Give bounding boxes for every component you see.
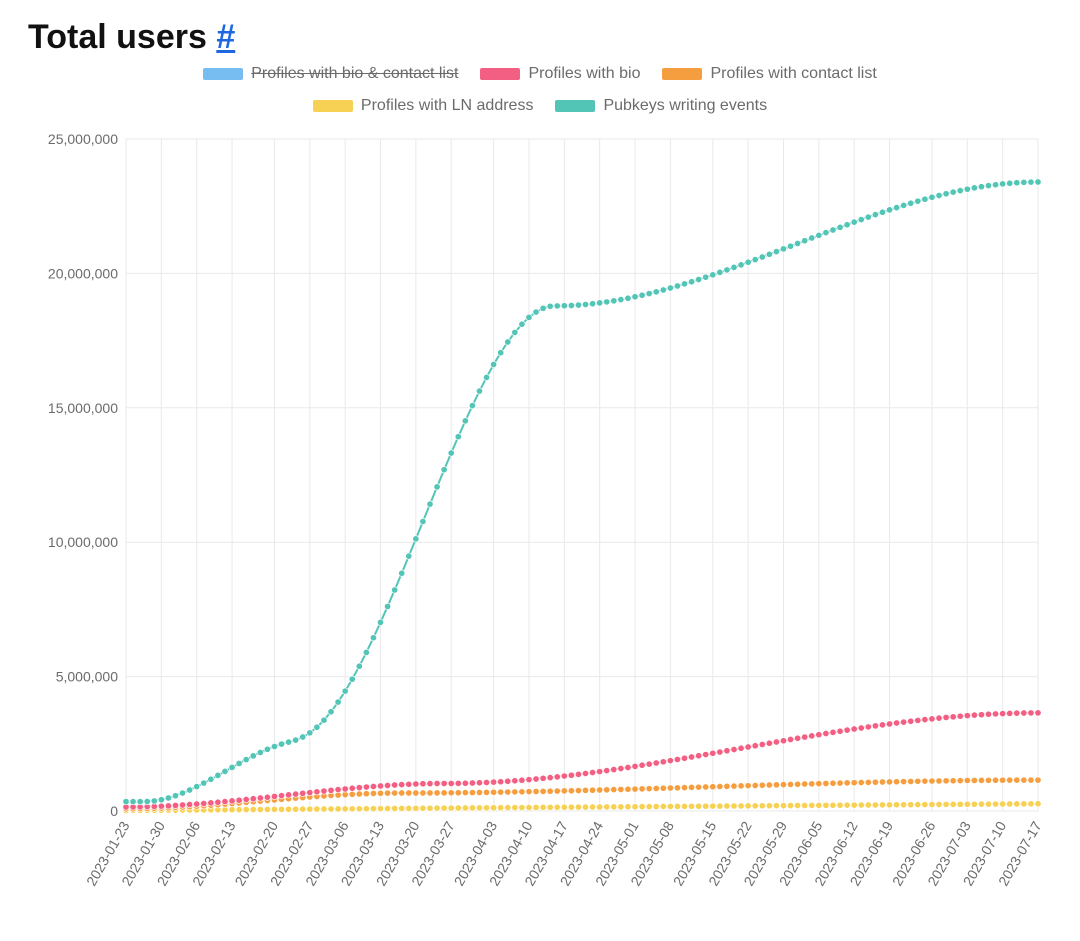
legend-label: Profiles with bio [528, 65, 640, 83]
legend-swatch [313, 100, 353, 112]
page-title: Total users # [28, 18, 1052, 57]
legend-label: Profiles with contact list [710, 65, 876, 83]
legend-swatch [203, 68, 243, 80]
title-text: Total users [28, 18, 216, 56]
y-tick-label: 10,000,000 [48, 534, 118, 550]
series-pubkeys [123, 179, 1041, 805]
chart-legend: Profiles with bio & contact list Profiles… [130, 65, 950, 115]
total-users-chart: 0 5,000,000 10,000,000 15,000,000 20,000,000… [28, 129, 1052, 929]
legend-item-contact[interactable]: Profiles with contact list [662, 65, 876, 83]
legend-item-bio[interactable]: Profiles with bio [480, 65, 640, 83]
legend-item-ln[interactable]: Profiles with LN address [313, 97, 534, 115]
legend-label: Pubkeys writing events [603, 97, 767, 115]
legend-swatch [555, 100, 595, 112]
legend-swatch [662, 68, 702, 80]
legend-label: Profiles with LN address [361, 97, 534, 115]
y-tick-label: 0 [110, 803, 118, 819]
y-tick-label: 25,000,000 [48, 131, 118, 147]
y-tick-label: 20,000,000 [48, 265, 118, 281]
title-anchor-link[interactable]: # [216, 18, 235, 56]
y-tick-label: 5,000,000 [56, 669, 118, 685]
chart-area: 0 5,000,000 10,000,000 15,000,000 20,000,000… [28, 129, 1052, 929]
legend-swatch [480, 68, 520, 80]
series-bio [123, 710, 1041, 810]
y-tick-label: 15,000,000 [48, 400, 118, 416]
legend-item-pubkeys[interactable]: Pubkeys writing events [555, 97, 767, 115]
legend-label: Profiles with bio & contact list [251, 65, 458, 83]
legend-item-bio_contact[interactable]: Profiles with bio & contact list [203, 65, 458, 83]
